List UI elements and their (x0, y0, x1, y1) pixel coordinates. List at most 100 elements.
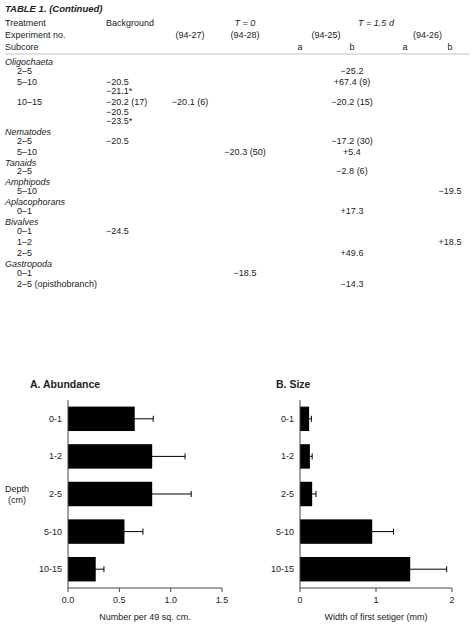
category-label: 2-5 (281, 489, 294, 499)
category-label: 1-2 (281, 451, 294, 461)
error-bar (88, 566, 104, 572)
table-subcore: 0–1 (17, 226, 32, 236)
category-label: 2-5 (49, 489, 62, 499)
error-bar-line (88, 569, 104, 570)
error-bar-cap (142, 529, 143, 535)
tick-label: 1 (373, 595, 378, 605)
tick-mark (376, 588, 377, 592)
table-subcore: 2–5 (17, 66, 32, 76)
error-bar (351, 529, 394, 535)
table-group: Aplacophorans (4, 197, 66, 207)
axis-line (68, 400, 69, 588)
table-cell: +18.5 (439, 237, 462, 247)
marks (300, 407, 447, 582)
axis-label: Depth(cm) (5, 484, 29, 505)
axis-line (300, 400, 301, 588)
table-cell: +49.6 (341, 248, 364, 258)
error-bar-line (307, 418, 312, 419)
table-cell: −20.5 (106, 136, 129, 146)
figure: TABLE 1. (Continued)TreatmentBackgroundT… (0, 0, 474, 644)
error-bar-cap (119, 453, 120, 459)
table-header: (94-28) (230, 30, 259, 40)
error-bar-cap (116, 416, 117, 422)
axis-label: Width of first setiger (mm) (324, 612, 427, 622)
error-bar (374, 566, 447, 572)
table-subcore: 0–1 (17, 268, 32, 278)
tick-label: 0.0 (62, 595, 75, 605)
table-header: b (349, 42, 354, 52)
table-subcore: 5–10 (17, 147, 37, 157)
error-bar-cap (103, 566, 104, 572)
error-bar-cap (312, 453, 313, 459)
table-subcore: 2–5 (17, 136, 32, 146)
error-bar-line (374, 569, 447, 570)
tick-label: 0 (297, 595, 302, 605)
category-label: 0-1 (281, 414, 294, 424)
error-bar (308, 491, 316, 497)
table-cell: −23.5* (106, 116, 133, 126)
tick-mark (452, 588, 453, 592)
category-label: 5-10 (276, 527, 294, 537)
table-cell: −25.2 (341, 66, 364, 76)
chart: B. Size0120-11-22-55-1010-15Width of fir… (271, 378, 455, 622)
table-cell: −17.2 (30) (331, 136, 372, 146)
error-bar (119, 453, 185, 459)
table-cell: −14.3 (341, 279, 364, 289)
table-header: T = 0 (235, 18, 256, 28)
error-bar-cap (311, 416, 312, 422)
error-bar-line (308, 456, 313, 457)
error-bar-cap (308, 491, 309, 497)
error-bar-cap (350, 529, 351, 535)
table: TABLE 1. (Continued)TreatmentBackgroundT… (4, 3, 469, 289)
error-bar (308, 453, 313, 459)
error-bar-cap (113, 491, 114, 497)
table-header: T = 1.5 d (358, 18, 395, 28)
error-bar-cap (315, 491, 316, 497)
error-bar-cap (153, 416, 154, 422)
table-cell: −20.3 (50) (224, 147, 265, 157)
table-header: (94-26) (413, 30, 442, 40)
error-bar-line (119, 456, 185, 457)
category-label: 10-15 (271, 564, 294, 574)
table-subcore: 2–5 (opisthobranch) (17, 279, 97, 289)
table-header: Subcore (5, 42, 39, 52)
tick-mark (68, 588, 69, 592)
table-header: Treatment (5, 18, 46, 28)
tick-mark (170, 588, 171, 592)
table-header: (94-27) (175, 30, 204, 40)
marks (68, 407, 191, 582)
chart: A. Abundance0.00.51.01.50-11-22-55-1010-… (5, 378, 228, 622)
table-subcore: 1–2 (17, 237, 32, 247)
tick-label: 1.5 (216, 595, 229, 605)
error-bar-cap (185, 453, 186, 459)
axis-label: Number per 49 sq. cm. (99, 612, 191, 622)
chart-title: A. Abundance (30, 378, 100, 390)
error-bar (113, 491, 191, 497)
chart-title: B. Size (276, 378, 311, 390)
error-bar-line (351, 531, 394, 532)
error-bar (116, 416, 153, 422)
table-subcore: 5–10 (17, 77, 37, 87)
table-cell: +17.3 (341, 206, 364, 216)
error-bar-cap (87, 566, 88, 572)
table-subcore: 10–15 (17, 97, 42, 107)
tick-label: 0.5 (113, 595, 126, 605)
tick-mark (222, 588, 223, 592)
tick-mark (119, 588, 120, 592)
error-bar-cap (393, 529, 394, 535)
table-subcore: 2–5 (17, 166, 32, 176)
error-bar-cap (307, 453, 308, 459)
category-label: 5-10 (44, 527, 62, 537)
tick-mark (300, 588, 301, 592)
table-cell: −20.2 (15) (331, 97, 372, 107)
table-cell: −21.1* (106, 86, 133, 96)
axis-line (68, 588, 222, 589)
table-subcore: 5–10 (17, 186, 37, 196)
table-cell: +67.4 (9) (334, 77, 370, 87)
error-bar-cap (306, 416, 307, 422)
error-bar-cap (105, 529, 106, 535)
category-label: 10-15 (39, 564, 62, 574)
axis-line (300, 588, 452, 589)
table-cell: −19.5 (439, 186, 462, 196)
error-bar-cap (446, 566, 447, 572)
